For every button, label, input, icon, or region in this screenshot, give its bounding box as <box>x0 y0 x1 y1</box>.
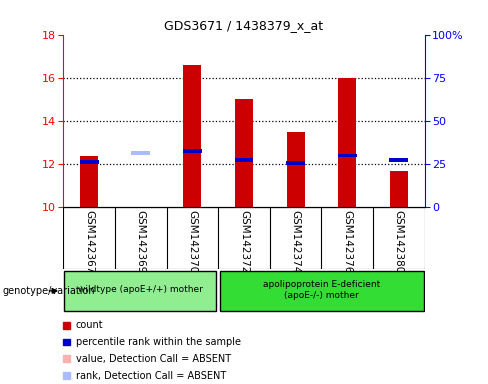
Bar <box>338 154 357 157</box>
Text: GSM142372: GSM142372 <box>239 210 249 274</box>
Text: rank, Detection Call = ABSENT: rank, Detection Call = ABSENT <box>76 371 226 381</box>
Text: value, Detection Call = ABSENT: value, Detection Call = ABSENT <box>76 354 231 364</box>
Bar <box>338 78 356 207</box>
Bar <box>220 271 424 311</box>
Bar <box>183 65 202 207</box>
Title: GDS3671 / 1438379_x_at: GDS3671 / 1438379_x_at <box>164 19 324 32</box>
Text: genotype/variation: genotype/variation <box>2 286 95 296</box>
Bar <box>131 151 150 155</box>
Text: percentile rank within the sample: percentile rank within the sample <box>76 337 241 347</box>
Bar <box>286 161 305 165</box>
Bar <box>183 149 202 153</box>
Text: GSM142380: GSM142380 <box>394 210 404 274</box>
Text: GSM142376: GSM142376 <box>342 210 352 274</box>
Bar <box>389 158 408 162</box>
Bar <box>390 170 408 207</box>
Text: wildtype (apoE+/+) mother: wildtype (apoE+/+) mother <box>79 285 203 295</box>
Text: GSM142370: GSM142370 <box>187 210 198 274</box>
Text: GSM142369: GSM142369 <box>136 210 146 274</box>
Text: GSM142367: GSM142367 <box>84 210 94 274</box>
Bar <box>80 160 99 164</box>
Text: count: count <box>76 320 103 330</box>
Bar <box>64 271 216 311</box>
Text: GSM142374: GSM142374 <box>290 210 301 274</box>
Bar <box>235 99 253 207</box>
Bar <box>80 156 98 207</box>
Bar <box>235 158 253 162</box>
Bar <box>286 132 305 207</box>
Text: apolipoprotein E-deficient
(apoE-/-) mother: apolipoprotein E-deficient (apoE-/-) mot… <box>263 280 380 300</box>
